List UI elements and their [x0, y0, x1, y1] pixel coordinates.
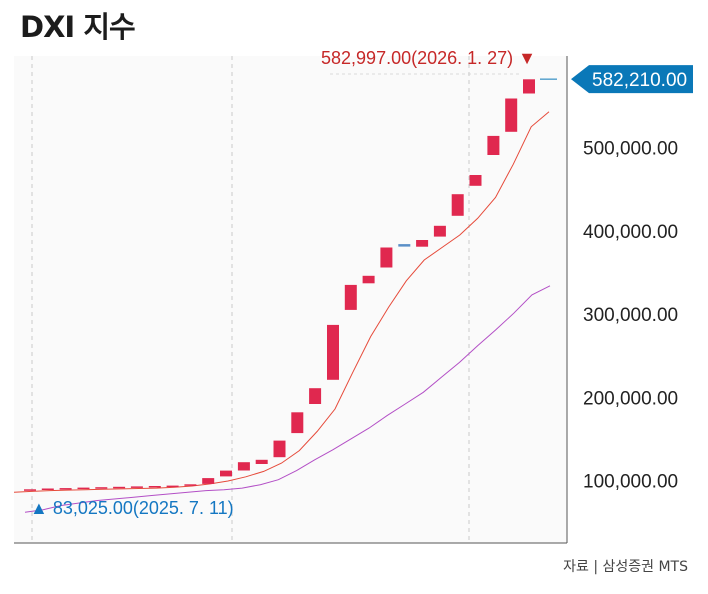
candle — [469, 175, 482, 186]
current-price-label: 582,210.00 — [592, 70, 687, 91]
candle — [416, 240, 429, 247]
candle — [309, 388, 322, 404]
y-tick-label: 500,000.00 — [583, 139, 678, 160]
y-tick-label: 100,000.00 — [583, 472, 678, 493]
candle — [344, 284, 357, 310]
y-tick-label: 400,000.00 — [583, 222, 678, 243]
candle — [505, 98, 518, 132]
low-annotation: ▲ 83,025.00(2025. 7. 11) — [30, 498, 234, 518]
y-tick-label: 300,000.00 — [583, 305, 678, 326]
candle — [166, 485, 179, 488]
candle — [273, 440, 286, 458]
high-annotation: 582,997.00(2026. 1. 27) ▼ — [321, 48, 536, 68]
long-moving-average-line — [24, 285, 551, 513]
candle — [113, 486, 126, 489]
candle — [398, 244, 411, 247]
candle — [362, 275, 375, 284]
candle — [202, 478, 215, 484]
candle — [148, 486, 161, 488]
candle — [184, 484, 197, 486]
candle — [487, 135, 500, 155]
candle — [327, 324, 339, 380]
candle — [220, 470, 232, 477]
candle — [451, 194, 464, 216]
chart-title: DXI 지수 — [20, 10, 136, 44]
candle — [130, 486, 143, 488]
current-price-callout — [571, 65, 693, 94]
candle — [380, 247, 393, 268]
candle — [237, 462, 250, 471]
candle — [291, 412, 304, 434]
candle — [59, 488, 72, 490]
candle — [255, 459, 268, 464]
short-moving-average-line — [13, 111, 550, 493]
candle — [24, 489, 36, 491]
candle — [433, 225, 446, 237]
candle — [95, 487, 108, 489]
plot-background — [14, 56, 567, 543]
candle — [77, 487, 90, 490]
candle — [41, 488, 54, 490]
candle — [523, 79, 535, 94]
source-note: 자료 | 삼성증권 MTS — [563, 559, 688, 575]
y-tick-label: 200,000.00 — [583, 388, 678, 409]
